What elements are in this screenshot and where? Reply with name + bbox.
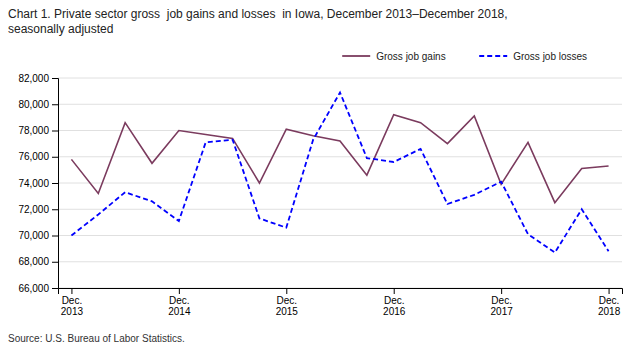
tick-label: 66,000 [18, 283, 49, 294]
grid-line [58, 78, 622, 79]
tick-label: Dec.2016 [383, 295, 406, 317]
grid-line [58, 183, 622, 184]
tick: 82,000 [18, 73, 58, 84]
tick-mark [501, 288, 502, 294]
legend-swatch [342, 55, 370, 57]
text-line: 2015 [276, 306, 299, 317]
grid-line [58, 156, 622, 157]
grid-line [58, 104, 622, 105]
tick-label: 74,000 [18, 178, 49, 189]
text-line: Dec. [384, 295, 405, 306]
tick-label: Dec.2017 [491, 295, 514, 317]
grid-line [58, 261, 622, 262]
tick-label: 76,000 [18, 151, 49, 162]
chart-title: Chart 1. Private sector gross job gains … [8, 7, 508, 36]
legend: Gross job gains Gross job losses [342, 51, 587, 62]
tick-label: 80,000 [18, 99, 49, 110]
legend-item: Gross job gains [342, 51, 445, 62]
tick-mark [52, 131, 58, 132]
tick-mark [52, 183, 58, 184]
legend-label: Gross job losses [513, 51, 587, 62]
tick-mark [286, 288, 287, 294]
tick: Dec.2018 [598, 288, 621, 317]
legend-swatch [479, 55, 507, 57]
grid-line [58, 235, 622, 236]
tick: 76,000 [18, 151, 58, 162]
text-line: 2014 [168, 306, 191, 317]
text-line: Dec. [599, 295, 620, 306]
tick-mark [394, 288, 395, 294]
grid [58, 78, 622, 288]
x-axis: Dec.2013Dec.2014Dec.2015Dec.2016Dec.2017… [59, 288, 623, 317]
chart-container: Chart 1. Private sector gross job gains … [0, 0, 642, 350]
tick: 72,000 [18, 204, 58, 215]
tick-mark [52, 78, 58, 79]
text-line: Dec. [169, 295, 190, 306]
text-line: Dec. [277, 295, 298, 306]
tick-mark [71, 288, 72, 294]
tick-mark [52, 236, 58, 237]
tick: Dec.2016 [383, 288, 406, 317]
chart-svg: Chart 1. Private sector gross job gains … [0, 0, 642, 350]
text-line: 2016 [383, 306, 406, 317]
plot-area: 66,000 68,000 70,000 72,000 74,000 76,000 78,0… [18, 73, 622, 317]
y-axis: 66,000 68,000 70,000 72,000 74,000 76,000 78,0… [18, 73, 58, 294]
tick: 78,000 [18, 125, 58, 136]
series-line [71, 115, 608, 203]
tick-label: Dec.2018 [598, 295, 621, 317]
tick-mark [52, 157, 58, 158]
tick: 66,000 [18, 283, 58, 294]
tick: 68,000 [18, 256, 58, 267]
axis-line [52, 79, 59, 289]
text-line: 2013 [61, 306, 84, 317]
tick: 74,000 [18, 178, 58, 189]
tick-label: 82,000 [18, 73, 49, 84]
text-line: Dec. [491, 295, 512, 306]
legend-label: Gross job gains [376, 51, 445, 62]
text-line: 2018 [598, 306, 621, 317]
tick-label: 70,000 [18, 230, 49, 241]
text-line: Dec. [62, 295, 83, 306]
axis-line [59, 289, 623, 295]
tick-mark [52, 288, 58, 289]
tick-mark [179, 288, 180, 294]
lines [71, 92, 608, 252]
tick-mark [52, 104, 58, 105]
tick: Dec.2015 [276, 288, 299, 317]
text-line: 2017 [491, 306, 514, 317]
series-line [71, 92, 608, 252]
annotation: Source: U.S. Bureau of Labor Statistics. [8, 333, 185, 344]
text-line: Chart 1. Private sector gross job gains … [8, 7, 508, 21]
tick: 80,000 [18, 99, 58, 110]
tick-label: 68,000 [18, 256, 49, 267]
tick-label: Dec.2013 [61, 295, 84, 317]
tick: Dec.2013 [61, 288, 84, 317]
legend-item: Gross job losses [479, 51, 587, 62]
tick: Dec.2014 [168, 288, 191, 317]
tick-label: Dec.2014 [168, 295, 191, 317]
tick-mark [52, 209, 58, 210]
tick: 70,000 [18, 230, 58, 241]
grid-line [58, 209, 622, 210]
tick: Dec.2017 [491, 288, 514, 317]
tick-mark [52, 262, 58, 263]
grid-line [58, 130, 622, 131]
tick-label: 78,000 [18, 125, 49, 136]
tick-label: 72,000 [18, 204, 49, 215]
text-line: seasonally adjusted [8, 22, 113, 36]
tick-label: Dec.2015 [276, 295, 299, 317]
tick-mark [609, 288, 610, 294]
